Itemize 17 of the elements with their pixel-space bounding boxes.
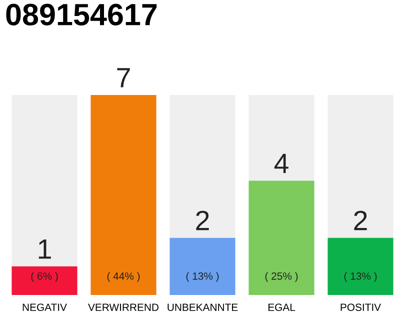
chart-title: 089154617	[6, 4, 157, 26]
annotation: ( 13% )	[344, 272, 377, 282]
data-label: 1	[38, 240, 51, 259]
data-label: 7	[117, 68, 130, 88]
x-tick-label: NEGATIV	[22, 304, 67, 311]
annotation: ( 6% )	[31, 272, 58, 282]
data-label: 2	[354, 210, 367, 230]
data-label: 4	[274, 154, 288, 173]
annotation: ( 44% )	[107, 272, 140, 282]
annotation: ( 25% )	[265, 272, 298, 282]
x-tick-label: POSITIV	[340, 304, 382, 311]
x-tick-label: VERWIRREND	[88, 304, 158, 311]
x-tick-label: UNBEKANNTE	[168, 304, 238, 311]
bar	[12, 266, 78, 295]
x-tick-label: EGAL	[268, 304, 296, 311]
data-label: 2	[196, 210, 209, 230]
annotation: ( 13% )	[186, 272, 219, 282]
